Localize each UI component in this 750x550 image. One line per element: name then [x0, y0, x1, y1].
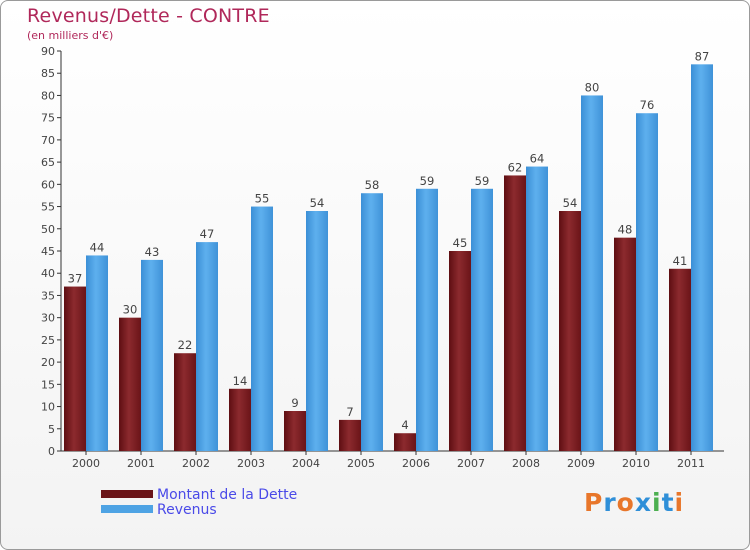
- data-label: 47: [200, 227, 215, 241]
- chart-subtitle: (en milliers d'€): [27, 29, 114, 42]
- debt-bar: [559, 211, 581, 451]
- data-label: 7: [346, 405, 353, 419]
- legend-label-revenus: Revenus: [157, 502, 217, 518]
- y-tick-label: 20: [41, 356, 55, 369]
- debt-bar: [614, 237, 636, 451]
- y-tick-label: 70: [41, 134, 55, 147]
- data-label: 76: [640, 98, 655, 112]
- data-label: 64: [530, 152, 545, 166]
- logo-letter: P: [584, 488, 604, 517]
- data-label: 55: [255, 192, 270, 206]
- data-label: 45: [453, 236, 468, 250]
- debt-bar: [504, 175, 526, 451]
- debt-bar: [64, 286, 86, 451]
- legend-label-debt: Montant de la Dette: [157, 487, 298, 503]
- data-label: 9: [291, 396, 298, 410]
- data-label: 30: [123, 303, 138, 317]
- data-label: 48: [618, 223, 633, 237]
- x-tick-label: 2006: [402, 457, 430, 470]
- revenus-bar: [691, 64, 713, 452]
- debt-bar: [174, 353, 196, 451]
- x-tick-label: 2011: [677, 457, 705, 470]
- y-tick-label: 65: [41, 156, 55, 169]
- logo-letter: r: [603, 488, 617, 517]
- debt-bar: [669, 268, 691, 451]
- logo-letter: o: [616, 488, 635, 517]
- y-tick-label: 30: [41, 312, 55, 325]
- logo-letter: i: [674, 488, 685, 517]
- y-tick-label: 50: [41, 223, 55, 236]
- x-tick-label: 2010: [622, 457, 650, 470]
- data-label: 62: [508, 160, 523, 174]
- data-label: 80: [585, 80, 600, 94]
- y-tick-label: 25: [41, 334, 55, 347]
- logo-letter: t: [661, 488, 675, 517]
- data-label: 44: [90, 240, 105, 254]
- y-tick-label: 5: [48, 423, 55, 436]
- y-tick-label: 85: [41, 67, 55, 80]
- y-tick-label: 55: [41, 201, 55, 214]
- y-tick-label: 35: [41, 289, 55, 302]
- data-label: 14: [233, 374, 248, 388]
- data-label: 54: [310, 196, 325, 210]
- data-label: 37: [68, 272, 83, 286]
- logo-letter: x: [634, 488, 652, 517]
- logo-letter: i: [652, 488, 662, 517]
- legend-swatch-debt: [101, 490, 153, 498]
- revenus-bar: [636, 113, 658, 451]
- revenus-bar: [86, 255, 108, 451]
- y-tick-label: 40: [41, 267, 55, 280]
- chart-title: Revenus/Dette - CONTRE: [27, 5, 270, 27]
- x-tick-label: 2009: [567, 457, 595, 470]
- y-tick-label: 45: [41, 245, 55, 258]
- x-tick-label: 2005: [347, 457, 375, 470]
- data-label: 87: [695, 49, 710, 63]
- data-label: 54: [563, 196, 578, 210]
- debt-bar: [339, 419, 361, 451]
- data-labels: 37 30 22 14 9 7 4 45 62 54 48 41 44 43 47 55 54 58 59 59 64 8…: [68, 49, 710, 432]
- revenus-bar: [251, 206, 273, 451]
- axes: 0 5 10 15 20 25 30 35 40 45 50 55 60 65 70 75 80 85 90 2000…: [41, 45, 724, 470]
- debt-bar: [394, 433, 416, 451]
- y-tick-label: 90: [41, 45, 55, 58]
- y-tick-label: 60: [41, 178, 55, 191]
- data-label: 41: [673, 254, 688, 268]
- data-label: 43: [145, 245, 160, 259]
- revenus-bar: [196, 242, 218, 451]
- x-tick-label: 2001: [127, 457, 155, 470]
- debt-bar: [284, 411, 306, 451]
- debt-bar: [119, 317, 141, 451]
- x-tick-label: 2004: [292, 457, 320, 470]
- debt-bar: [229, 388, 251, 451]
- debt-bar: [449, 251, 471, 451]
- y-tick-label: 75: [41, 112, 55, 125]
- x-tick-label: 2007: [457, 457, 485, 470]
- revenus-bar: [361, 193, 383, 451]
- proxiti-logo: Proxiti: [584, 488, 684, 517]
- y-tick-label: 15: [41, 378, 55, 391]
- x-tick-label: 2000: [72, 457, 100, 470]
- y-tick-label: 80: [41, 89, 55, 102]
- revenus-bar: [471, 188, 493, 451]
- x-tick-label: 2008: [512, 457, 540, 470]
- x-tick-label: 2002: [182, 457, 210, 470]
- x-tick-label: 2003: [237, 457, 265, 470]
- revenus-bar: [141, 259, 163, 451]
- revenus-bar: [581, 95, 603, 451]
- revenus-bar: [306, 211, 328, 451]
- y-tick-label: 0: [48, 445, 55, 458]
- data-label: 59: [420, 174, 435, 188]
- revenus-bar: [416, 188, 438, 451]
- y-tick-label: 10: [41, 401, 55, 414]
- bars: [64, 64, 713, 452]
- data-label: 59: [475, 174, 490, 188]
- legend-swatch-revenus: [101, 505, 153, 513]
- data-label: 22: [178, 338, 193, 352]
- data-label: 4: [401, 418, 408, 432]
- revenus-bar: [526, 166, 548, 452]
- data-label: 58: [365, 178, 380, 192]
